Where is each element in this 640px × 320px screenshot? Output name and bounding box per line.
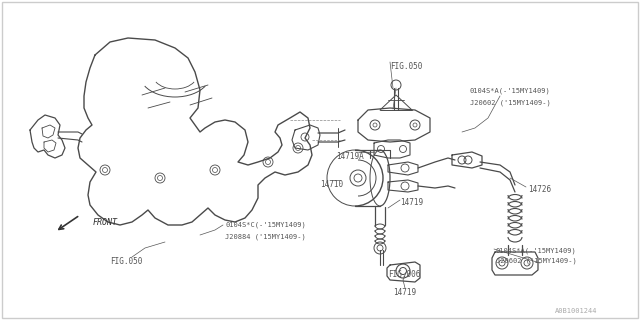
Text: 14719: 14719 — [393, 288, 416, 297]
Text: 14726: 14726 — [528, 185, 551, 194]
Text: 0104S*A(-'15MY1409): 0104S*A(-'15MY1409) — [470, 88, 551, 94]
Text: FRONT: FRONT — [93, 218, 118, 227]
Text: 14719A: 14719A — [336, 152, 364, 161]
Text: 0104S*C(-'15MY1409): 0104S*C(-'15MY1409) — [225, 222, 306, 228]
Text: J20602 ('15MY1409-): J20602 ('15MY1409-) — [470, 99, 551, 106]
Text: FIG.006: FIG.006 — [388, 270, 420, 279]
Text: 14719: 14719 — [400, 198, 423, 207]
Text: FIG.050: FIG.050 — [390, 62, 422, 71]
Text: J20602 ('15MY1409-): J20602 ('15MY1409-) — [496, 258, 577, 265]
Text: 14710: 14710 — [320, 180, 343, 189]
Text: J20884 ('15MY1409-): J20884 ('15MY1409-) — [225, 233, 306, 239]
Text: A0B1001244: A0B1001244 — [555, 308, 598, 314]
Text: FIG.050: FIG.050 — [110, 257, 142, 266]
Text: 0104S*A(-'15MY1409): 0104S*A(-'15MY1409) — [496, 247, 577, 253]
